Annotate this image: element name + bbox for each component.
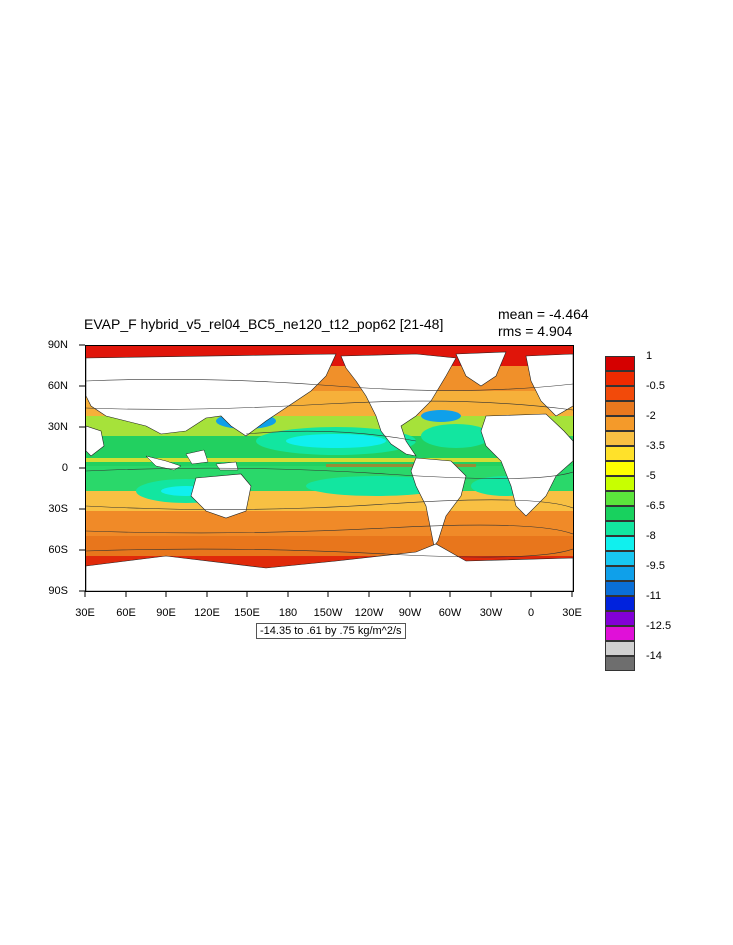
- colorbar-cell: [605, 431, 635, 446]
- colorbar-label: -12.5: [646, 620, 672, 632]
- colorbar-label: -5: [646, 470, 656, 482]
- colorbar-cell: [605, 386, 635, 401]
- map-plot: [85, 345, 574, 592]
- colorbar-cell: [605, 536, 635, 551]
- colorbar-label: -0.5: [646, 380, 665, 392]
- colorbar-cell: [605, 356, 635, 371]
- colorbar-cell: [605, 371, 635, 386]
- mean-value: mean = -4.464: [498, 306, 589, 322]
- colorbar-label: -14: [646, 650, 662, 662]
- lat-label: 60N: [47, 380, 68, 392]
- colorbar-cell: [605, 551, 635, 566]
- lon-label: 30W: [479, 607, 503, 619]
- lon-label: 90E: [156, 607, 176, 619]
- colorbar-cell: [605, 446, 635, 461]
- colorbar-label: -3.5: [646, 440, 665, 452]
- colorbar-label: 1: [646, 350, 653, 362]
- colorbar-label: -8: [646, 530, 656, 542]
- lon-label: 90W: [398, 607, 422, 619]
- lon-label: 30E: [75, 607, 95, 619]
- lat-label: 0: [61, 462, 68, 474]
- lon-label: 120W: [354, 607, 384, 619]
- lon-label: 60E: [116, 607, 136, 619]
- lon-label: 0: [527, 607, 535, 619]
- lon-label: 150E: [234, 607, 260, 619]
- colorbar-label: -2: [646, 410, 656, 422]
- rms-value: rms = 4.904: [498, 323, 573, 339]
- lon-label: 180: [278, 607, 298, 619]
- map-title: EVAP_F hybrid_v5_rel04_BC5_ne120_t12_pop…: [84, 316, 444, 332]
- colorbar-cell: [605, 626, 635, 641]
- lon-label: 120E: [194, 607, 220, 619]
- colorbar-label: -11: [646, 590, 662, 602]
- colorbar-cell: [605, 476, 635, 491]
- colorbar-cell: [605, 401, 635, 416]
- evaporation-field: [86, 346, 573, 591]
- colorbar-cell: [605, 566, 635, 581]
- colorbar-cell: [605, 611, 635, 626]
- colorbar-cell: [605, 491, 635, 506]
- colorbar-label: -6.5: [646, 500, 665, 512]
- colorbar-label: -9.5: [646, 560, 665, 572]
- colorbar-cell: [605, 461, 635, 476]
- lat-label: 30S: [48, 503, 68, 515]
- colorbar-cell: [605, 656, 635, 671]
- contour-range-label: -14.35 to .61 by .75 kg/m^2/s: [256, 623, 406, 639]
- lon-label: 150W: [313, 607, 343, 619]
- colorbar-cell: [605, 521, 635, 536]
- colorbar-cell: [605, 506, 635, 521]
- lat-label: 90S: [48, 585, 68, 597]
- colorbar-cell: [605, 596, 635, 611]
- lon-label: 30E: [562, 607, 582, 619]
- lon-label: 60W: [438, 607, 462, 619]
- lat-label: 90N: [47, 339, 68, 351]
- colorbar-cell: [605, 641, 635, 656]
- lat-label: 30N: [47, 421, 68, 433]
- stats-block: mean = -4.464 rms = 4.904: [498, 306, 589, 340]
- lat-label: 60S: [48, 544, 68, 556]
- colorbar-cell: [605, 416, 635, 431]
- colorbar-cell: [605, 581, 635, 596]
- colorbar: [605, 356, 635, 671]
